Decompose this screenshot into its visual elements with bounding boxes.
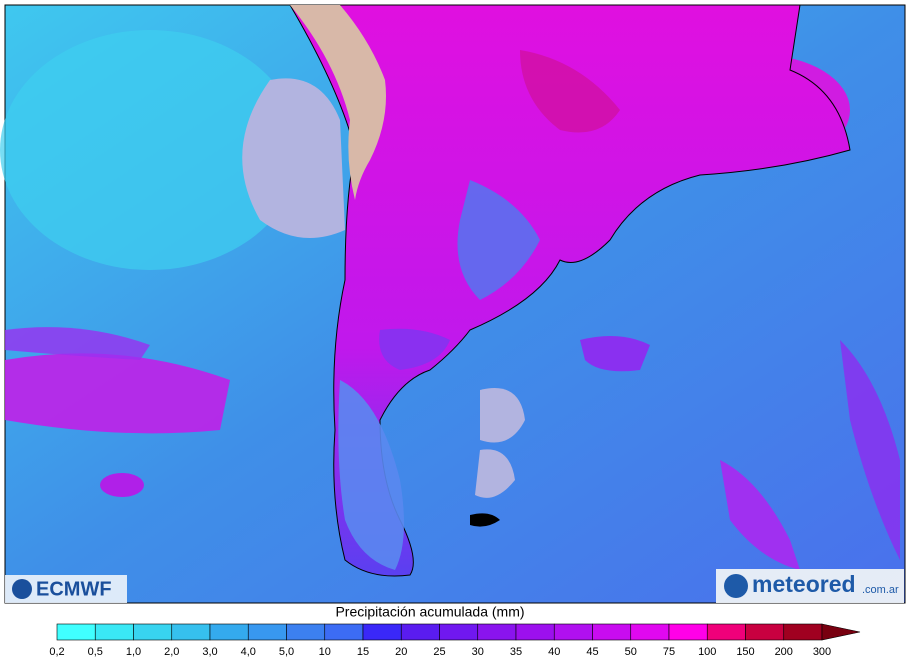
color-box xyxy=(783,623,823,641)
color-box xyxy=(745,623,785,641)
color-box xyxy=(515,623,555,641)
tick-label: 40 xyxy=(548,646,560,658)
tick-label: 3,0 xyxy=(202,646,217,658)
color-arrow xyxy=(821,623,861,641)
color-box xyxy=(592,623,632,641)
color-box xyxy=(324,623,364,641)
meteored-logo: meteored .com.ar xyxy=(716,569,904,603)
tick-label: 45 xyxy=(586,646,598,658)
tick-label: 150 xyxy=(736,646,754,658)
tick-label: 30 xyxy=(472,646,484,658)
color-box xyxy=(706,623,746,641)
logo-text: ECMWF xyxy=(36,578,112,600)
tick-label: 50 xyxy=(625,646,637,658)
tick-label: 0,5 xyxy=(88,646,103,658)
color-box xyxy=(439,623,479,641)
color-box xyxy=(477,623,517,641)
color-box xyxy=(362,623,402,641)
color-box xyxy=(209,623,249,641)
tick-label: 75 xyxy=(663,646,675,658)
color-box xyxy=(553,623,593,641)
color-box xyxy=(94,623,134,641)
colorbar: 0,2 0,5 1,0 2,0 3,0 4,0 5,0 10 15 20 25 30 35 40 45 50 7… xyxy=(49,623,861,658)
color-box xyxy=(133,623,173,641)
tick-label: 1,0 xyxy=(126,646,141,658)
color-box xyxy=(630,623,670,641)
tick-label: 100 xyxy=(698,646,716,658)
tick-label: 20 xyxy=(395,646,407,658)
color-box xyxy=(56,623,96,641)
color-box xyxy=(400,623,440,641)
tick-label: 10 xyxy=(319,646,331,658)
color-box xyxy=(286,623,326,641)
tick-label: 15 xyxy=(357,646,369,658)
land xyxy=(289,4,851,577)
ecmwf-logo: ECMWF xyxy=(5,575,127,603)
logo-text: meteored xyxy=(752,571,856,597)
tick-label: 35 xyxy=(510,646,522,658)
tick-label: 300 xyxy=(813,646,831,658)
tick-label: 5,0 xyxy=(279,646,294,658)
color-box xyxy=(247,623,287,641)
tick-label: 25 xyxy=(433,646,445,658)
color-box xyxy=(668,623,708,641)
tick-label: 2,0 xyxy=(164,646,179,658)
tick-label: 200 xyxy=(775,646,793,658)
color-box xyxy=(171,623,211,641)
precip-field xyxy=(0,30,900,570)
legend-title: Precipitación acumulada (mm) xyxy=(335,604,524,620)
tick-label: 4,0 xyxy=(241,646,256,658)
logo-suffix: .com.ar xyxy=(862,584,899,596)
tick-label: 0,2 xyxy=(49,646,64,658)
